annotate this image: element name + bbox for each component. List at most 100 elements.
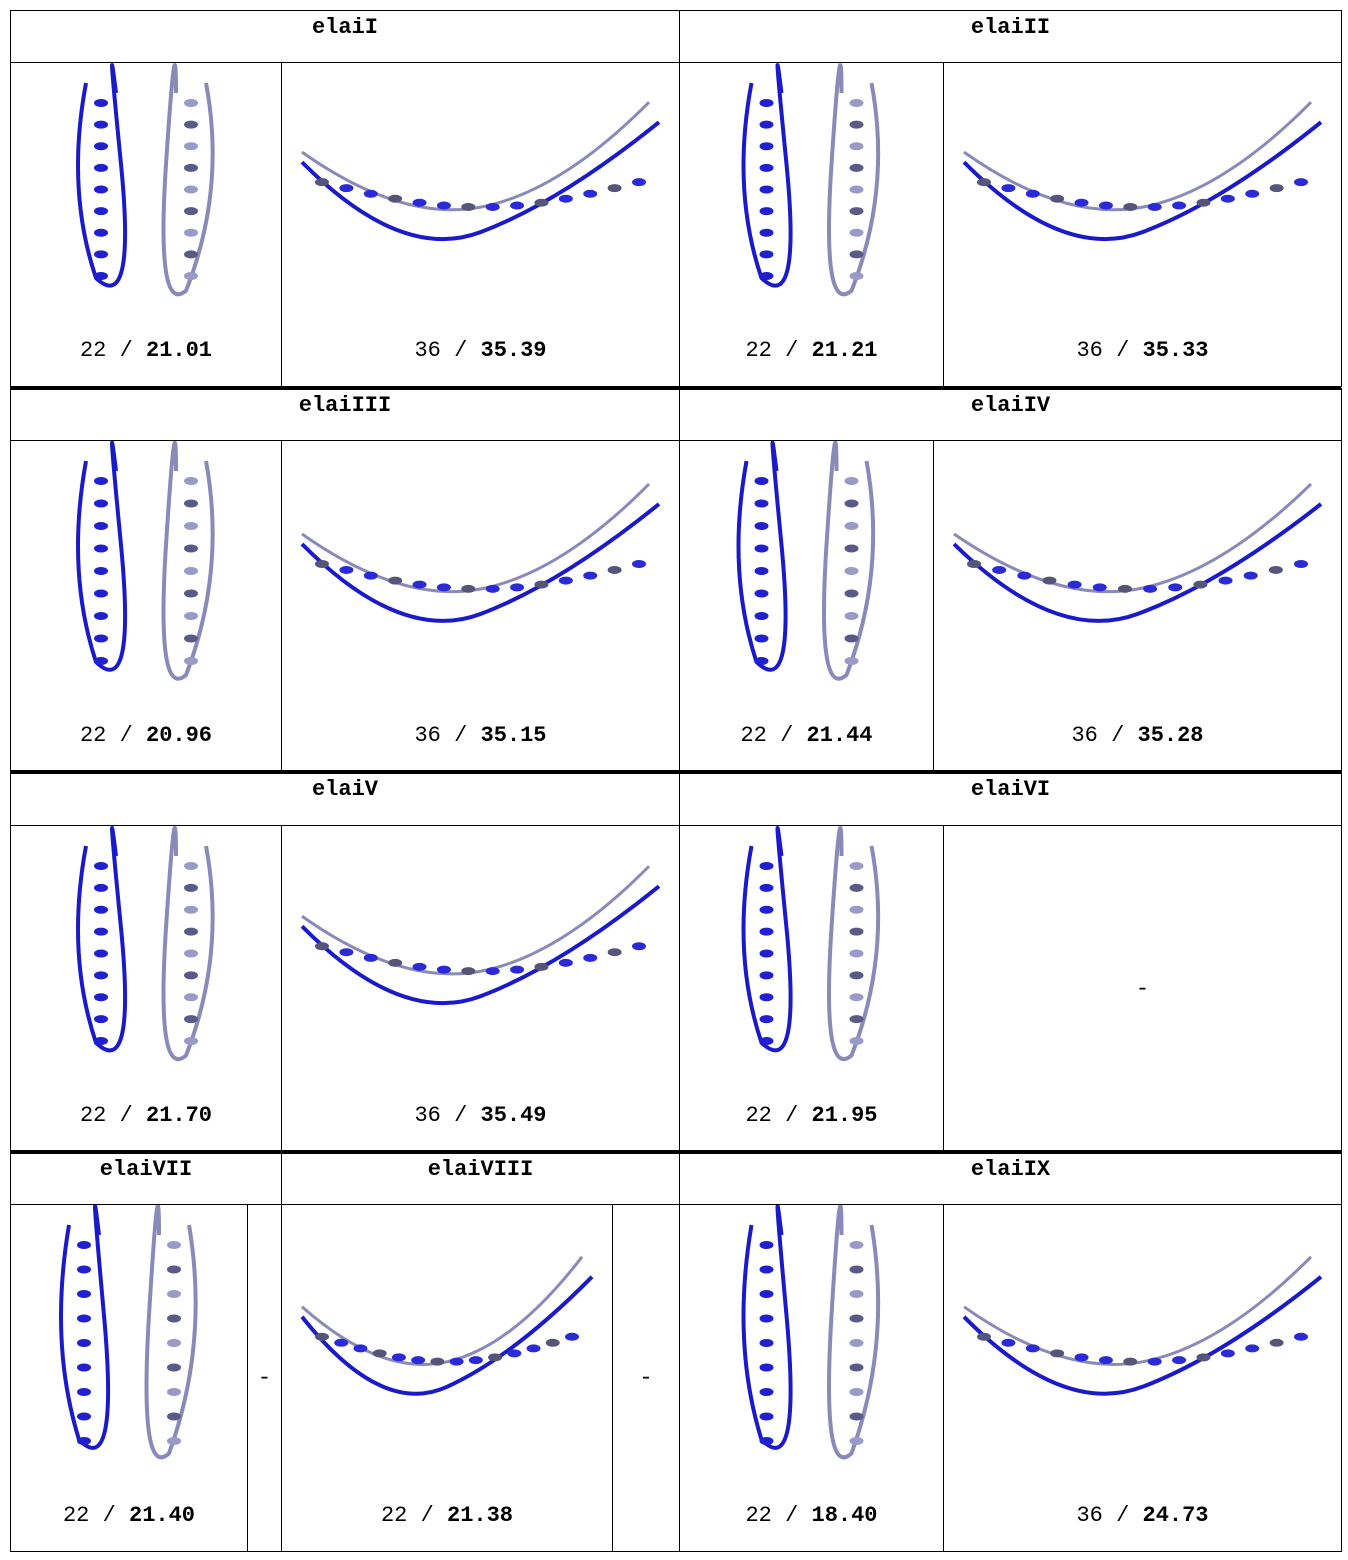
header-cell: elaiIX: [679, 1152, 1342, 1205]
structure-image: [76, 441, 215, 681]
image-cell: 36 / 35.15: [281, 440, 680, 772]
structure-image: [962, 101, 1323, 241]
residue-count: 22: [745, 1103, 772, 1128]
cell-label: 22 / 20.96: [11, 723, 281, 748]
cell-label: 22 / 21.40: [11, 1503, 247, 1528]
residue-count: 36: [414, 338, 441, 363]
image-cell: -: [612, 1204, 680, 1552]
cell-label: 36 / 35.49: [282, 1103, 679, 1128]
residue-count: 36: [1076, 1503, 1103, 1528]
header-cell: elaiVI: [679, 772, 1342, 826]
structure-image: [736, 441, 876, 681]
separator: /: [1111, 723, 1125, 748]
residue-count: 36: [1071, 723, 1098, 748]
length-value: 21.44: [806, 723, 873, 748]
separator: /: [454, 338, 468, 363]
residue-count: 22: [79, 723, 107, 748]
length-value: 21.95: [811, 1103, 878, 1128]
empty-dash: -: [639, 1365, 653, 1391]
header-cell: elaiIII: [10, 388, 680, 441]
separator: /: [454, 723, 468, 748]
structure-image: [741, 1205, 881, 1460]
image-cell: 36 / 35.39: [281, 62, 680, 387]
cell-label: 22 / 21.44: [680, 723, 933, 748]
image-cell: 22 / 21.21: [679, 62, 944, 387]
header-text: elaiIII: [298, 393, 392, 418]
image-cell: -: [247, 1204, 282, 1552]
residue-count: 22: [62, 1503, 90, 1528]
separator: /: [420, 1503, 434, 1528]
length-value: 21.38: [447, 1503, 514, 1528]
length-value: 21.01: [146, 338, 213, 363]
image-cell: 22 / 21.40: [10, 1204, 248, 1552]
header-text: elaiV: [311, 777, 378, 802]
structure-image: [952, 482, 1323, 623]
residue-count: 36: [414, 1103, 441, 1128]
image-cell: 36 / 35.28: [933, 440, 1342, 772]
separator: /: [102, 1503, 116, 1528]
header-cell: elaiV: [10, 772, 680, 826]
header-cell: elaiII: [679, 10, 1342, 63]
separator: /: [780, 723, 794, 748]
structure-image: [741, 63, 881, 297]
residue-count: 36: [1076, 338, 1103, 363]
header-cell: elaiIV: [679, 388, 1342, 441]
length-value: 35.33: [1142, 338, 1209, 363]
cell-label: 22 / 21.70: [11, 1103, 281, 1128]
separator: /: [454, 1103, 468, 1128]
cell-label: 22 / 18.40: [680, 1503, 943, 1528]
length-value: 21.70: [146, 1103, 213, 1128]
structure-image: [300, 101, 661, 241]
header-text: elaiIV: [970, 393, 1051, 418]
residue-count: 22: [380, 1503, 408, 1528]
structure-image: [76, 826, 215, 1062]
cell-label: 22 / 21.38: [282, 1503, 612, 1528]
length-value: 18.40: [811, 1503, 878, 1528]
header-text: elaiI: [311, 15, 378, 40]
structure-image: [300, 1255, 594, 1396]
cell-label: 36 / 35.33: [944, 338, 1341, 363]
image-cell: 22 / 21.70: [10, 825, 282, 1152]
cell-label: 36 / 35.28: [934, 723, 1341, 748]
header-text: elaiVII: [99, 1157, 193, 1182]
image-cell: 22 / 20.96: [10, 440, 282, 772]
image-cell: 22 / 21.44: [679, 440, 934, 772]
separator: /: [1116, 338, 1130, 363]
header-text: elaiVI: [970, 777, 1051, 802]
separator: /: [785, 338, 799, 363]
image-cell: 36 / 24.73: [943, 1204, 1342, 1552]
structure-image: [76, 63, 215, 297]
residue-count: 22: [745, 338, 772, 363]
header-cell: elaiVIII: [281, 1152, 680, 1205]
header-text: elaiII: [970, 15, 1051, 40]
cell-label: 22 / 21.95: [680, 1103, 943, 1128]
length-value: 35.39: [480, 338, 547, 363]
image-cell: 36 / 35.33: [943, 62, 1342, 387]
length-value: 21.40: [129, 1503, 196, 1528]
residue-count: 36: [414, 723, 441, 748]
structure-image: [59, 1205, 198, 1460]
image-cell: 36 / 35.49: [281, 825, 680, 1152]
image-cell: 22 / 21.01: [10, 62, 282, 387]
structure-image: [741, 826, 881, 1062]
separator: /: [785, 1503, 799, 1528]
image-cell: -: [943, 825, 1342, 1152]
separator: /: [785, 1103, 799, 1128]
residue-count: 22: [79, 1103, 107, 1128]
length-value: 24.73: [1142, 1503, 1209, 1528]
residue-count: 22: [740, 723, 767, 748]
residue-count: 22: [79, 338, 107, 363]
empty-dash: -: [257, 1365, 272, 1391]
image-cell: 22 / 21.95: [679, 825, 944, 1152]
cell-label: 22 / 21.01: [11, 338, 281, 363]
separator: /: [119, 1103, 133, 1128]
length-value: 21.21: [811, 338, 878, 363]
cell-label: 36 / 35.15: [282, 723, 679, 748]
header-text: elaiIX: [970, 1157, 1051, 1182]
cell-label: 36 / 35.39: [282, 338, 679, 363]
separator: /: [119, 723, 133, 748]
structure-image: [300, 865, 661, 1006]
length-value: 35.28: [1137, 723, 1204, 748]
length-value: 35.15: [480, 723, 547, 748]
